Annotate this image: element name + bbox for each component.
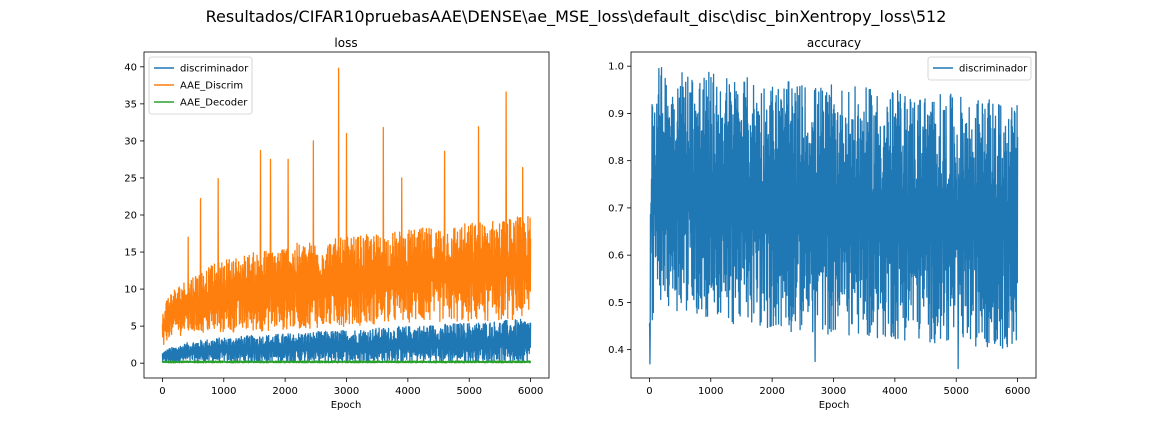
- loss-legend: discriminador AAE_Discrim AAE_Decoder: [148, 56, 253, 115]
- figure-title: Resultados/CIFAR10pruebasAAE\DENSE\ae_MS…: [206, 7, 947, 27]
- y-tick-label: 0.5: [608, 298, 624, 309]
- accuracy-y-ticks: 0.4 0.5 0.6 0.7 0.8 0.9 1.0: [608, 62, 631, 356]
- y-tick-label: 5: [131, 322, 137, 333]
- y-tick-label: 0.7: [608, 203, 624, 214]
- x-tick-label: 0: [159, 386, 165, 397]
- y-tick-label: 1.0: [608, 62, 624, 73]
- y-tick-label: 0.6: [608, 251, 624, 262]
- x-tick-label: 3000: [334, 386, 359, 397]
- loss-plot-title: loss: [334, 36, 357, 50]
- legend-box: [148, 56, 253, 115]
- loss-plot: loss 0 1000 2000 3000 4000 5000 6000 0 5 10 15 20 2…: [124, 36, 550, 411]
- y-tick-label: 15: [124, 248, 137, 259]
- y-tick-label: 30: [124, 136, 137, 147]
- x-tick-label: 6000: [518, 386, 543, 397]
- loss-x-ticks: 0 1000 2000 3000 4000 5000 6000: [159, 378, 543, 397]
- x-tick-label: 2000: [759, 386, 784, 397]
- x-tick-label: 4000: [882, 386, 907, 397]
- series-line-discriminador: [161, 318, 532, 364]
- y-tick-label: 20: [124, 211, 137, 222]
- accuracy-plot-title: accuracy: [807, 36, 861, 50]
- legend-label: AAE_Decoder: [180, 98, 248, 109]
- accuracy-x-ticks: 0 1000 2000 3000 4000 5000 6000: [646, 378, 1030, 397]
- accuracy-x-axis-label: Epoch: [819, 400, 850, 411]
- x-tick-label: 1000: [698, 386, 723, 397]
- loss-series-lines: [161, 67, 532, 364]
- x-tick-label: 1000: [211, 386, 236, 397]
- y-tick-label: 0.4: [608, 345, 624, 356]
- y-tick-label: 0.9: [608, 109, 624, 120]
- x-tick-label: 5000: [457, 386, 482, 397]
- y-tick-label: 35: [124, 99, 137, 110]
- accuracy-plot: accuracy 0 1000 2000 3000 4000 5000 6000 0.40.…: [608, 36, 1037, 411]
- loss-y-ticks: 0 5 10 15 20 25 30 35 40: [124, 62, 144, 370]
- x-tick-label: 0: [646, 386, 652, 397]
- y-tick-label: 40: [124, 62, 137, 73]
- x-tick-label: 6000: [1005, 386, 1030, 397]
- legend-label: discriminador: [180, 64, 249, 75]
- series-line-discriminador: [648, 67, 1019, 370]
- x-tick-label: 4000: [395, 386, 420, 397]
- x-tick-label: 5000: [944, 386, 969, 397]
- y-tick-label: 25: [124, 173, 137, 184]
- legend-label: AAE_Discrim: [180, 81, 243, 92]
- y-tick-label: 10: [124, 285, 137, 296]
- accuracy-legend: discriminador: [927, 56, 1032, 81]
- y-tick-label: 0: [131, 359, 137, 370]
- y-tick-label: 0.8: [608, 156, 624, 167]
- x-tick-label: 3000: [821, 386, 846, 397]
- legend-box: [927, 56, 1032, 81]
- x-tick-label: 2000: [272, 386, 297, 397]
- series-line-aae_decoder: [161, 360, 532, 364]
- accuracy-series-lines: [648, 67, 1019, 370]
- series-line-aae_discrim: [161, 67, 532, 346]
- legend-label: discriminador: [959, 64, 1028, 75]
- loss-x-axis-label: Epoch: [331, 400, 362, 411]
